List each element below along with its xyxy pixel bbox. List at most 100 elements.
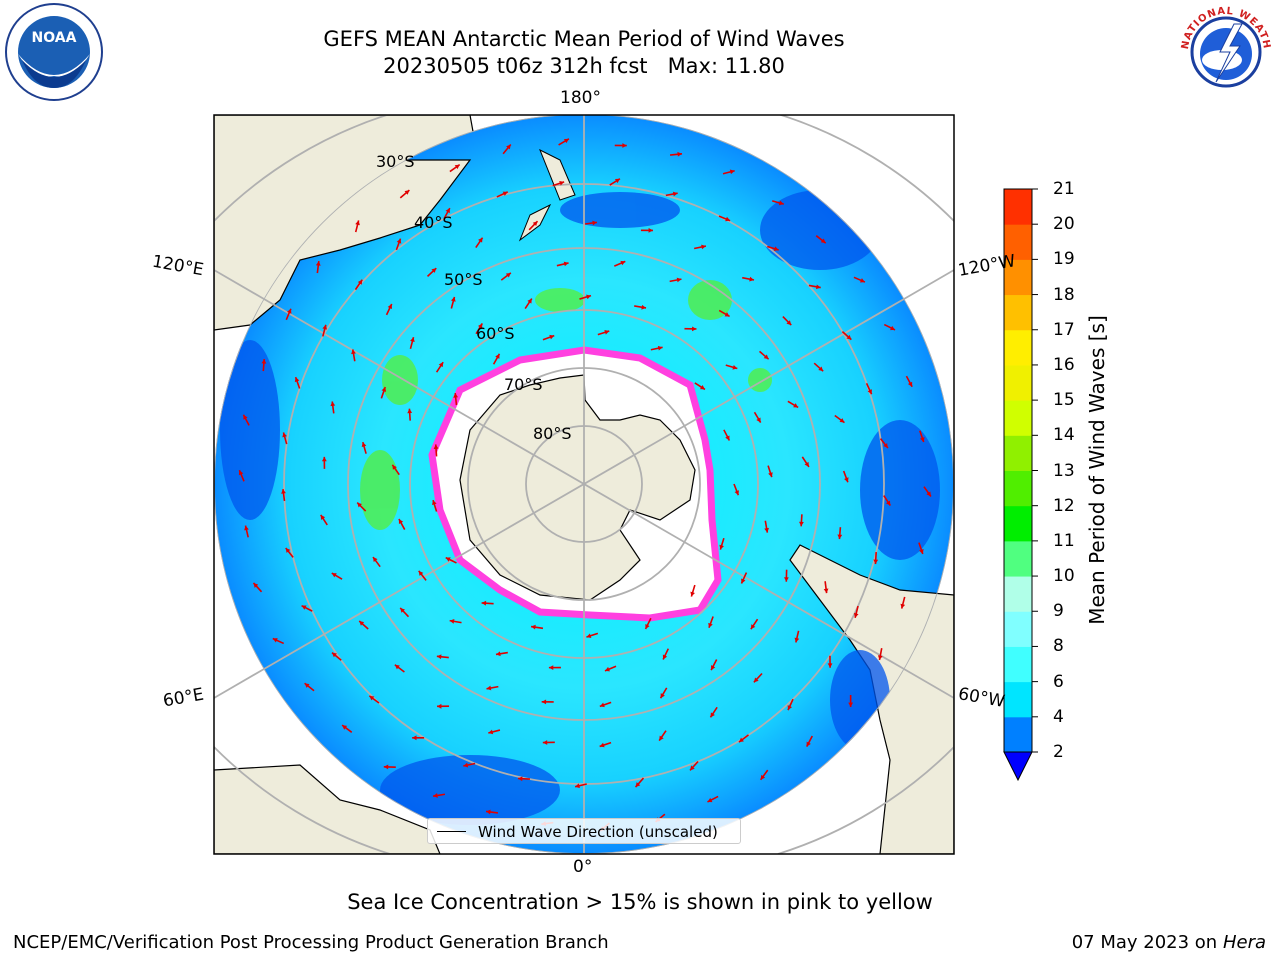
lon-label-180: 180° [560,88,601,108]
vector-head [926,491,931,497]
colorbar-tick-label: 4 [1053,706,1064,727]
lat-label-70s: 70°S [504,375,543,394]
vector-head [272,638,278,643]
colorbar-tick-label: 20 [1053,214,1075,235]
colorbar-segment [1004,576,1032,612]
colorbar-segment [1004,224,1032,260]
colorbar-tick-label: 12 [1053,495,1075,516]
vector-head [839,418,845,423]
vector-head [641,304,647,310]
vector-head [885,500,891,506]
lat-label-50s: 50°S [444,270,483,289]
vector-head [784,577,789,582]
vector-head [287,308,292,314]
colorbar-tick-label: 13 [1053,460,1075,481]
vector-head [359,621,365,626]
vector-head [764,527,769,533]
vector-head [719,544,724,550]
vector-head [486,809,491,815]
vector-head [734,490,739,496]
vector-head [369,695,375,701]
vector-head [806,741,811,747]
colorbar-title: Mean Period of Wind Waves [s] [1085,315,1109,625]
vector-head [531,624,536,630]
vector-head [741,578,746,584]
colorbar-segment [1004,400,1032,436]
vector-head [657,345,663,351]
vector-head [285,547,291,553]
vector-head [383,764,389,770]
vector-head [846,334,852,340]
vector-head [873,559,879,565]
vector-head [778,200,784,206]
vector-head [919,549,924,554]
vector-head [690,591,695,597]
vector-head [410,337,415,343]
vector-head [357,279,363,285]
vector-head [563,138,569,144]
vector-head [381,386,387,392]
svg-text:NOAA: NOAA [32,30,77,46]
vector-head [392,464,397,470]
legend-label: Wind Wave Direction (unscaled) [478,823,718,841]
vector-head [527,298,532,304]
nws-logo: NATIONAL WEATHER SERVICE [1176,2,1274,100]
vector-head [502,191,508,196]
chart-subtitle: 20230505 t06z 312h fcst Max: 11.80 [383,54,785,78]
colorbar-tick-label: 11 [1053,530,1075,551]
colorbar-tick-label: 18 [1053,284,1075,305]
vector-head [648,227,653,233]
host-name: Hera [1222,932,1266,953]
map-frame [213,114,955,855]
vector-head [818,366,824,372]
colorbar-segment [1004,540,1032,577]
new-zealand-land [518,148,576,242]
colorbar-segment [1004,364,1032,401]
vector-head [453,393,459,398]
vector-head [294,377,300,383]
vector-head [400,607,405,613]
colorbar-segment [1004,329,1032,366]
vector-head [620,260,626,266]
vector-head [848,702,854,707]
vector-head [398,519,404,525]
lat-label-40s: 40°S [414,213,453,232]
sea-ice-note: Sea Ice Concentration > 15% is shown in … [347,890,933,914]
colorbar [1003,188,1038,782]
vector-head [837,534,843,540]
vector-head [635,782,641,788]
wind-wave-vectors [238,138,932,832]
africa-land [214,764,441,854]
vector-head [396,238,402,244]
vector-head [304,683,310,688]
production-date-text: 07 May 2023 on [1071,932,1218,953]
vector-head [315,261,321,266]
vector-head [243,414,248,420]
vector-head [750,624,756,630]
vector-head [463,762,469,768]
vector-head [711,665,716,671]
vector-head [586,633,592,638]
vector-head [749,276,754,282]
vector-head [436,654,442,660]
vector-head [753,677,759,683]
colorbar-segment [1004,294,1032,331]
colorbar-segment [1004,505,1032,542]
vector-head [541,699,547,705]
vector-head [773,246,779,252]
legend-line-sample [437,831,466,832]
vector-head [433,444,439,450]
vector-head [433,793,438,798]
vector-head [261,359,267,364]
vector-head [604,666,610,672]
vector-head [867,389,872,395]
vector-head [614,178,620,184]
vector-head [662,654,668,660]
vector-head [820,238,826,244]
vector-head [481,600,487,606]
colorbar-tick-label: 21 [1053,179,1075,199]
vector-head [517,776,523,782]
vector-head [418,570,424,576]
vector-head [412,735,417,741]
